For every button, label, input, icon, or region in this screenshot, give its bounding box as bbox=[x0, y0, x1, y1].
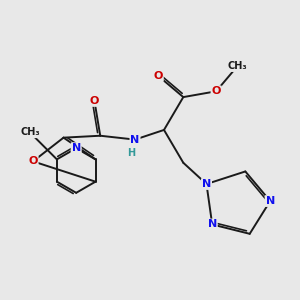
Text: N: N bbox=[202, 179, 211, 189]
Text: O: O bbox=[90, 96, 99, 106]
Text: CH₃: CH₃ bbox=[20, 127, 40, 137]
Text: N: N bbox=[72, 143, 81, 153]
Text: O: O bbox=[154, 71, 163, 81]
Text: H: H bbox=[127, 148, 135, 158]
Text: N: N bbox=[266, 196, 275, 206]
Text: O: O bbox=[212, 86, 221, 96]
Text: O: O bbox=[28, 156, 38, 167]
Text: CH₃: CH₃ bbox=[228, 61, 247, 71]
Text: N: N bbox=[208, 220, 217, 230]
Text: N: N bbox=[130, 135, 140, 145]
